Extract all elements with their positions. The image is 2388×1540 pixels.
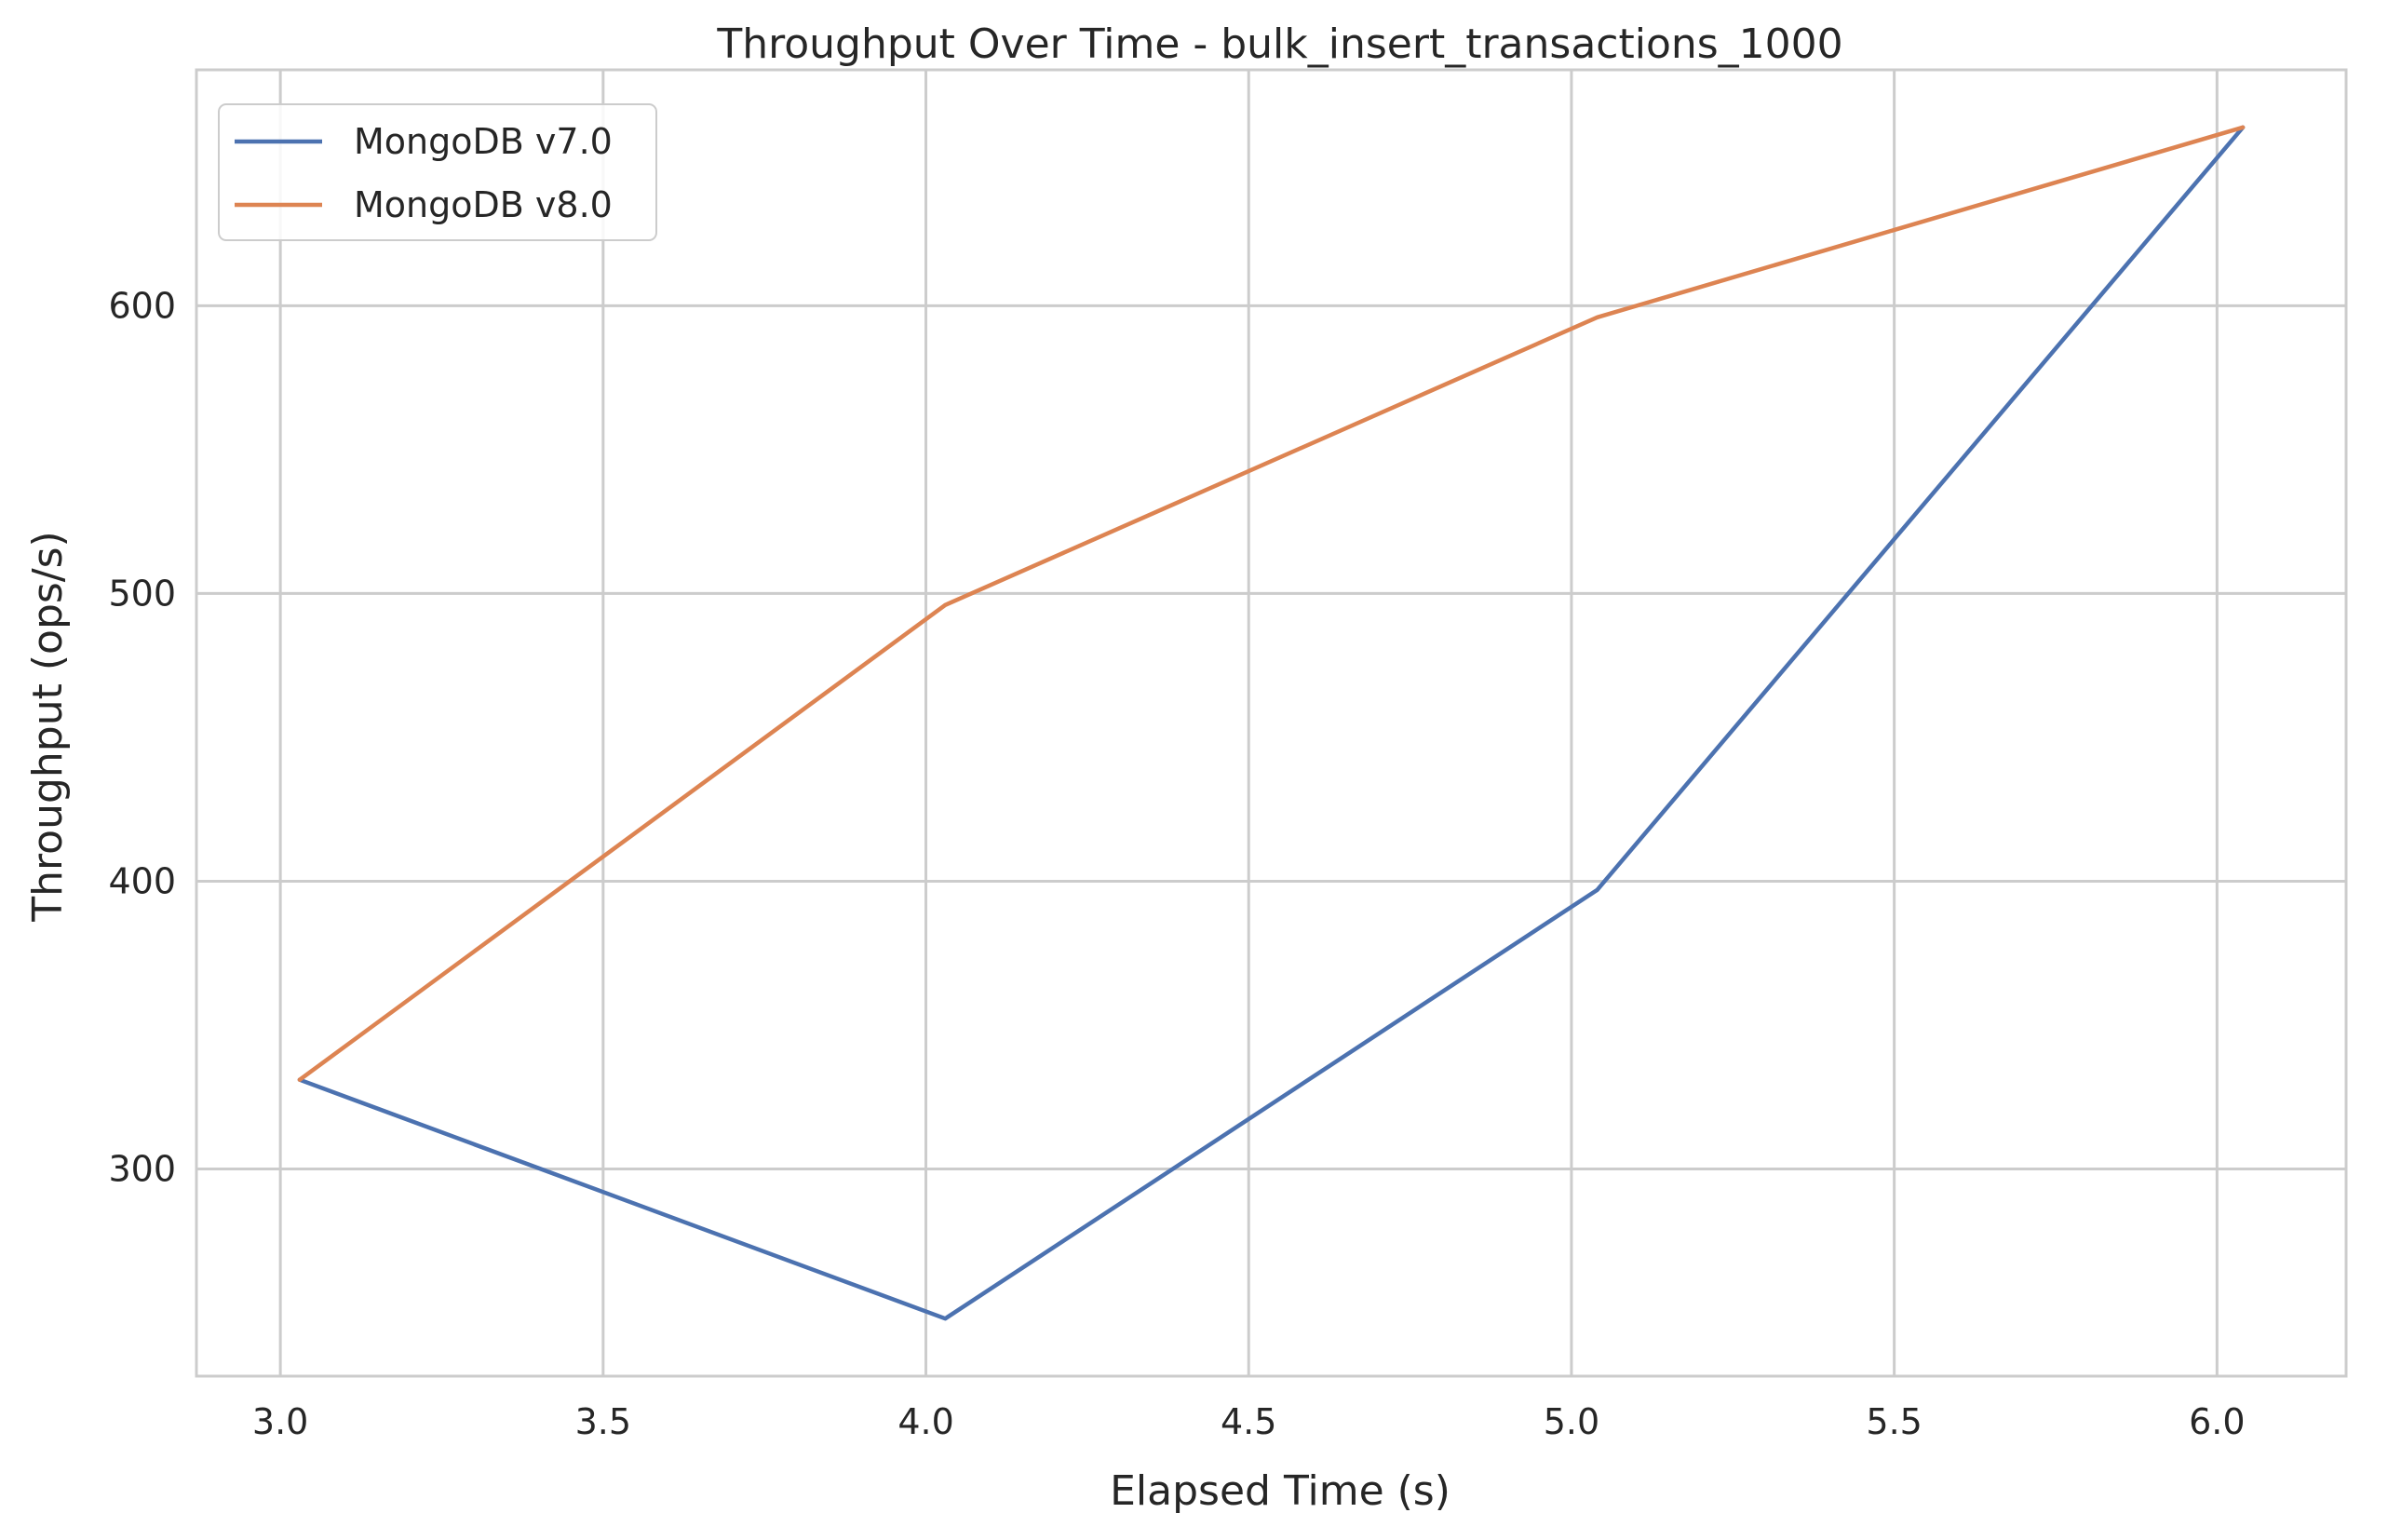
plot-area [196, 70, 2346, 1376]
y-axis-label: Throughput (ops/s) [24, 531, 72, 922]
x-tick-label: 5.5 [1866, 1401, 1922, 1442]
x-tick-label: 4.5 [1221, 1401, 1276, 1442]
x-tick-label: 4.0 [897, 1401, 953, 1442]
y-tick-label: 300 [108, 1148, 176, 1189]
series-line-1 [297, 125, 2246, 1321]
y-tick-label: 600 [108, 285, 176, 326]
x-axis-label: Elapsed Time (s) [1110, 1467, 1450, 1515]
x-tick-labels: 3.0 3.5 4.0 4.5 5.0 5.5 6.0 [252, 1401, 2246, 1442]
x-tick-label: 6.0 [2189, 1401, 2245, 1442]
y-tick-label: 400 [108, 860, 176, 901]
y-tick-label: 500 [108, 573, 176, 614]
legend-box [218, 103, 657, 241]
legend-label-1: MongoDB v7.0 [354, 121, 613, 162]
series-lines [297, 125, 2246, 1321]
y-tick-labels: 300 400 500 600 [108, 285, 176, 1189]
series-line-2 [297, 125, 2246, 1082]
grid-lines [196, 70, 2346, 1376]
x-tick-label: 5.0 [1544, 1401, 1599, 1442]
x-tick-label: 3.5 [575, 1401, 631, 1442]
legend-label-2: MongoDB v8.0 [354, 184, 613, 225]
plot-frame [195, 68, 2348, 1378]
chart-title: Throughput Over Time - bulk_insert_trans… [716, 20, 1842, 68]
x-tick-label: 3.0 [252, 1401, 308, 1442]
legend: MongoDB v7.0 MongoDB v8.0 [218, 103, 657, 241]
